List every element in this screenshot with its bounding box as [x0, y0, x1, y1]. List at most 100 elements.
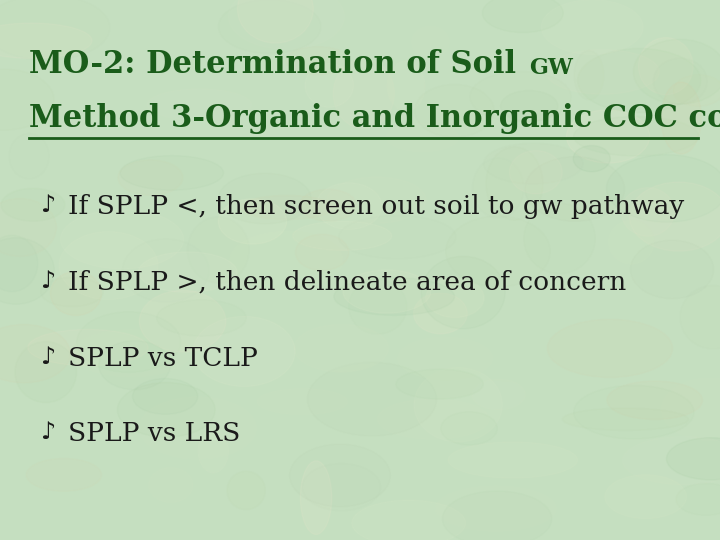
Ellipse shape [605, 475, 686, 518]
Ellipse shape [218, 0, 321, 53]
Text: SPLP vs TCLP: SPLP vs TCLP [68, 346, 258, 370]
Ellipse shape [421, 256, 505, 329]
Ellipse shape [327, 177, 426, 223]
Ellipse shape [316, 183, 382, 230]
Ellipse shape [634, 39, 720, 104]
Ellipse shape [397, 337, 492, 380]
Ellipse shape [629, 182, 720, 251]
Ellipse shape [0, 325, 70, 383]
Ellipse shape [300, 189, 356, 221]
Ellipse shape [446, 216, 550, 287]
Ellipse shape [525, 157, 624, 221]
Ellipse shape [623, 436, 720, 485]
Ellipse shape [676, 483, 720, 515]
Ellipse shape [286, 46, 350, 75]
Ellipse shape [59, 232, 158, 300]
Ellipse shape [621, 188, 675, 236]
Ellipse shape [77, 312, 181, 373]
Ellipse shape [523, 203, 595, 274]
Ellipse shape [0, 23, 92, 58]
Ellipse shape [41, 278, 103, 307]
Ellipse shape [99, 341, 171, 390]
Ellipse shape [71, 330, 191, 377]
Ellipse shape [470, 71, 571, 122]
Ellipse shape [562, 408, 688, 430]
Ellipse shape [435, 486, 557, 531]
Ellipse shape [187, 217, 249, 283]
Ellipse shape [680, 286, 720, 349]
Text: GW: GW [529, 57, 573, 79]
Ellipse shape [443, 307, 570, 380]
Ellipse shape [198, 429, 228, 473]
Ellipse shape [302, 463, 381, 511]
Ellipse shape [653, 58, 707, 104]
Ellipse shape [118, 160, 183, 195]
Ellipse shape [149, 468, 193, 503]
Ellipse shape [9, 133, 49, 179]
Ellipse shape [227, 471, 265, 510]
Ellipse shape [494, 188, 593, 221]
Ellipse shape [140, 291, 226, 352]
Ellipse shape [1, 188, 65, 221]
Ellipse shape [147, 89, 251, 120]
Ellipse shape [662, 378, 720, 441]
Ellipse shape [608, 220, 654, 264]
Ellipse shape [413, 293, 467, 334]
Ellipse shape [472, 379, 526, 410]
Ellipse shape [396, 369, 483, 399]
Ellipse shape [631, 240, 714, 299]
Text: ♪: ♪ [40, 194, 55, 218]
Ellipse shape [472, 158, 524, 218]
Text: ♪: ♪ [40, 421, 55, 444]
Text: SPLP vs LRS: SPLP vs LRS [68, 421, 240, 446]
Ellipse shape [295, 234, 348, 271]
Text: MO-2: Determination of Soil: MO-2: Determination of Soil [29, 49, 516, 79]
Ellipse shape [333, 59, 395, 129]
Ellipse shape [307, 362, 436, 436]
Text: Method 3-Organic and Inorganic COC cont’d.: Method 3-Organic and Inorganic COC cont’… [29, 103, 720, 133]
Ellipse shape [575, 51, 604, 100]
Ellipse shape [567, 110, 649, 163]
Ellipse shape [294, 325, 388, 372]
Ellipse shape [343, 270, 431, 313]
Ellipse shape [0, 238, 55, 304]
Ellipse shape [0, 69, 54, 130]
Ellipse shape [293, 221, 392, 251]
Ellipse shape [0, 199, 56, 256]
Ellipse shape [486, 147, 543, 220]
Ellipse shape [138, 252, 237, 292]
Ellipse shape [482, 0, 563, 32]
Ellipse shape [606, 154, 720, 222]
Ellipse shape [415, 84, 494, 137]
Ellipse shape [157, 300, 246, 336]
Ellipse shape [484, 143, 583, 184]
Ellipse shape [574, 386, 694, 439]
Ellipse shape [0, 235, 37, 292]
Ellipse shape [607, 381, 703, 420]
Ellipse shape [289, 444, 390, 507]
Ellipse shape [218, 199, 287, 244]
Ellipse shape [230, 231, 343, 289]
Ellipse shape [541, 0, 643, 55]
Ellipse shape [300, 461, 332, 535]
Ellipse shape [510, 151, 562, 194]
Ellipse shape [574, 117, 698, 156]
Ellipse shape [426, 278, 484, 318]
Ellipse shape [387, 61, 425, 111]
Ellipse shape [377, 399, 489, 439]
Text: If SPLP >, then delineate area of concern: If SPLP >, then delineate area of concer… [68, 270, 626, 295]
Ellipse shape [334, 278, 454, 315]
Ellipse shape [387, 123, 459, 152]
Ellipse shape [661, 82, 701, 154]
Ellipse shape [117, 382, 215, 437]
Ellipse shape [500, 91, 558, 122]
Text: ♪: ♪ [40, 346, 55, 369]
Ellipse shape [667, 438, 720, 480]
Text: ♪: ♪ [40, 270, 55, 293]
Ellipse shape [573, 146, 611, 172]
Ellipse shape [339, 215, 456, 259]
Ellipse shape [26, 458, 102, 491]
Ellipse shape [50, 272, 102, 315]
Ellipse shape [639, 38, 693, 95]
Ellipse shape [28, 329, 148, 366]
